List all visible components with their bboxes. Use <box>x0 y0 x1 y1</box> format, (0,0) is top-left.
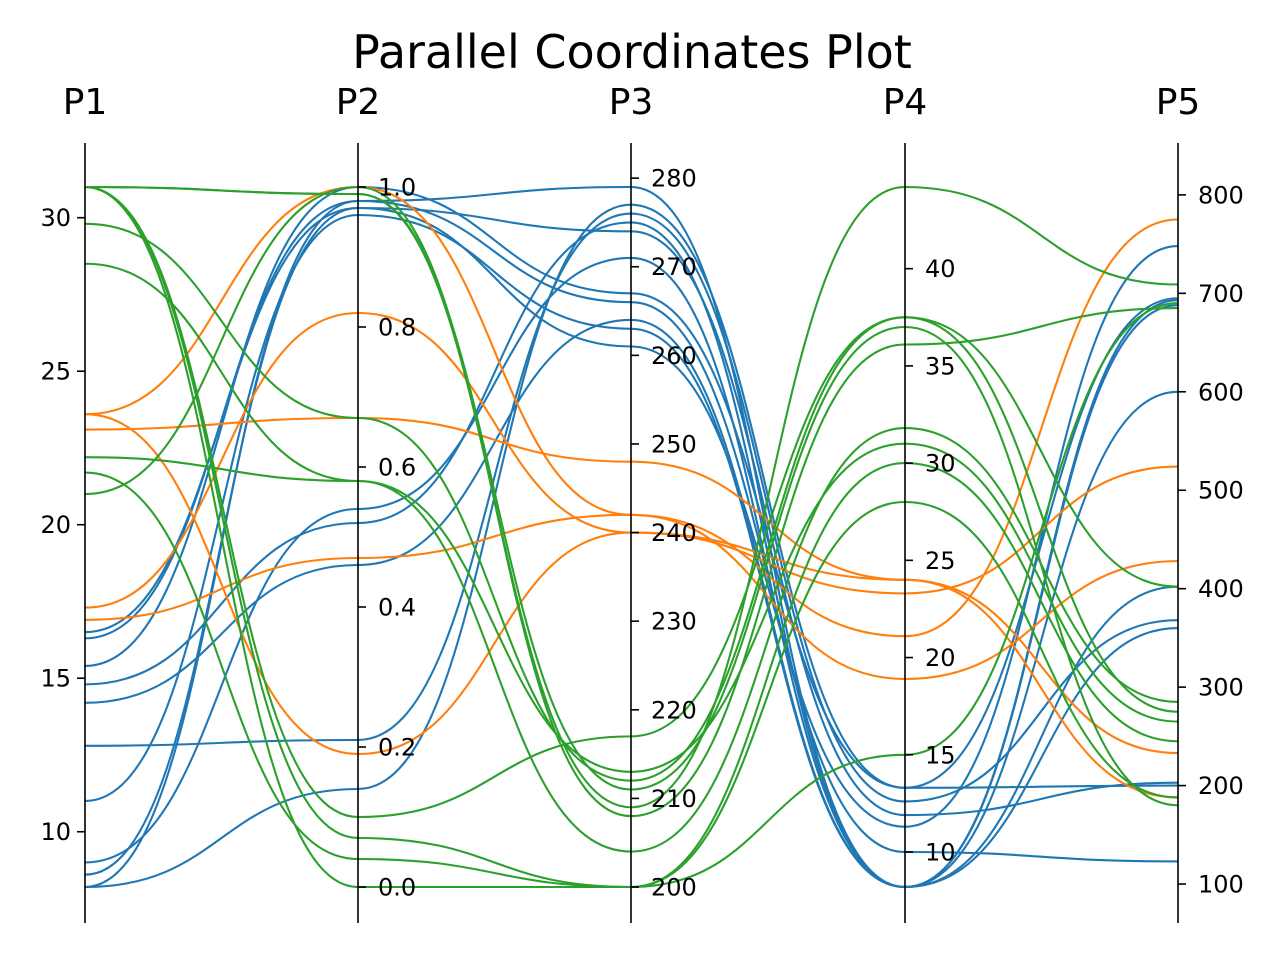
tick-label-p3: 200 <box>651 874 697 902</box>
axis-name-p2: P2 <box>336 82 381 123</box>
tick-label-p5: 700 <box>1198 280 1244 308</box>
series-line-13 <box>84 416 1179 755</box>
tick-label-p3: 270 <box>651 253 697 281</box>
tick-label-p5: 800 <box>1198 181 1244 209</box>
axes: P1 10 15 20 25 30 P2 0.0 0.2 0.4 0.6 0.8 1.0 P3 200 210… <box>40 82 1244 923</box>
series-line-20 <box>84 442 1179 773</box>
axis-p4: P4 10 15 20 25 30 35 40 <box>883 82 956 923</box>
tick-label-p3: 220 <box>651 696 697 724</box>
series-line-2 <box>84 206 1179 828</box>
tick-label-p5: 400 <box>1198 575 1244 603</box>
tick-label-p4: 15 <box>925 741 956 769</box>
tick-label-p2: 1.0 <box>378 174 416 202</box>
tick-label-p3: 210 <box>651 785 697 813</box>
tick-label-p5: 200 <box>1198 772 1244 800</box>
tick-label-p5: 600 <box>1198 378 1244 406</box>
tick-label-p2: 0.2 <box>378 734 416 762</box>
axis-p1: P1 10 15 20 25 30 <box>40 82 107 923</box>
series-line-6 <box>84 212 1179 803</box>
tick-label-p4: 35 <box>925 352 956 380</box>
tick-label-p3: 250 <box>651 430 697 458</box>
series-line-10 <box>84 203 1179 889</box>
tick-label-p2: 0.4 <box>378 594 416 622</box>
tick-label-p1: 10 <box>40 818 71 846</box>
axis-p3: P3 200 210 220 230 240 250 260 270 280 <box>609 82 697 923</box>
axis-p5: P5 100 200 300 400 500 600 700 800 <box>1156 82 1244 923</box>
series-line-15 <box>84 513 1179 680</box>
tick-label-p1: 20 <box>40 511 71 539</box>
tick-label-p5: 100 <box>1198 871 1244 899</box>
series-line-22 <box>84 185 1179 818</box>
axis-name-p3: P3 <box>609 82 654 123</box>
axis-name-p1: P1 <box>63 82 108 123</box>
tick-label-p3: 230 <box>651 608 697 636</box>
chart-title: Parallel Coordinates Plot <box>352 25 912 79</box>
series-line-18 <box>84 222 1179 782</box>
tick-label-p5: 300 <box>1198 674 1244 702</box>
axis-name-p4: P4 <box>883 82 928 123</box>
tick-label-p4: 40 <box>925 255 956 283</box>
tick-label-p3: 240 <box>651 519 697 547</box>
tick-label-p2: 0.8 <box>378 314 416 342</box>
series-line-11 <box>84 185 1179 889</box>
series-line-16 <box>84 413 1179 799</box>
tick-label-p1: 30 <box>40 204 71 232</box>
tick-label-p4: 25 <box>925 547 956 575</box>
series-line-14 <box>84 311 1179 609</box>
tick-label-p1: 25 <box>40 358 71 386</box>
tick-label-p5: 500 <box>1198 477 1244 505</box>
tick-label-p1: 15 <box>40 665 71 693</box>
tick-label-p2: 0.0 <box>378 874 416 902</box>
axis-name-p5: P5 <box>1156 82 1201 123</box>
tick-label-p3: 280 <box>651 165 697 193</box>
tick-label-p2: 0.6 <box>378 454 416 482</box>
tick-label-p4: 10 <box>925 839 956 867</box>
series-line-5 <box>84 318 1179 889</box>
tick-label-p4: 30 <box>925 450 956 478</box>
series-line-4 <box>84 221 1179 889</box>
tick-label-p3: 260 <box>651 342 697 370</box>
tick-label-p4: 20 <box>925 644 956 672</box>
series-line-3 <box>84 185 1179 789</box>
axis-p2: P2 0.0 0.2 0.4 0.6 0.8 1.0 <box>336 82 416 923</box>
